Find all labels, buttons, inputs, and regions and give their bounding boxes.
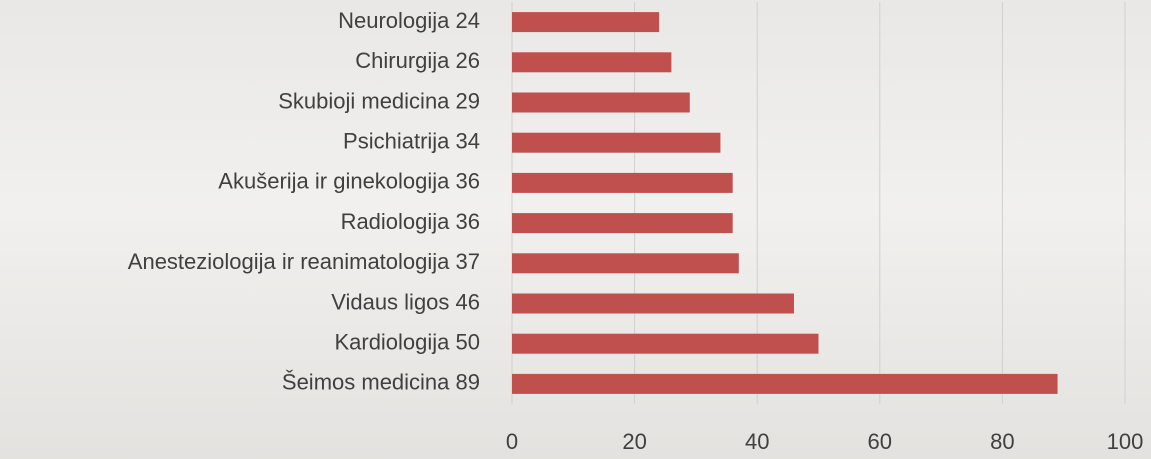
bar: [512, 172, 733, 193]
bar: [512, 293, 794, 314]
x-tick-label: 0: [506, 429, 518, 454]
y-tick-label: Radiologija 36: [341, 209, 480, 234]
bar: [512, 213, 733, 234]
bar: [512, 132, 721, 153]
x-tick-label: 80: [990, 429, 1014, 454]
bar: [512, 12, 660, 33]
y-tick-label: Anesteziologija ir reanimatologija 37: [128, 249, 480, 274]
y-tick-label: Šeimos medicina 89: [282, 370, 480, 395]
y-tick-label: Akušerija ir ginekologija 36: [218, 169, 480, 194]
x-tick-label: 60: [868, 429, 892, 454]
bar: [512, 373, 1058, 394]
y-tick-label: Kardiologija 50: [334, 330, 480, 355]
y-tick-label: Skubioji medicina 29: [278, 88, 480, 113]
y-tick-label: Neurologija 24: [338, 8, 480, 33]
y-tick-label: Chirurgija 26: [355, 48, 480, 73]
x-tick-label: 100: [1107, 429, 1144, 454]
y-tick-label: Vidaus ligos 46: [331, 289, 480, 314]
y-tick-label: Psichiatrija 34: [343, 129, 480, 154]
x-tick-label: 20: [622, 429, 646, 454]
x-tick-label: 40: [745, 429, 769, 454]
bar: [512, 253, 739, 274]
bar: [512, 92, 690, 113]
bar: [512, 52, 672, 73]
bar: [512, 333, 819, 354]
